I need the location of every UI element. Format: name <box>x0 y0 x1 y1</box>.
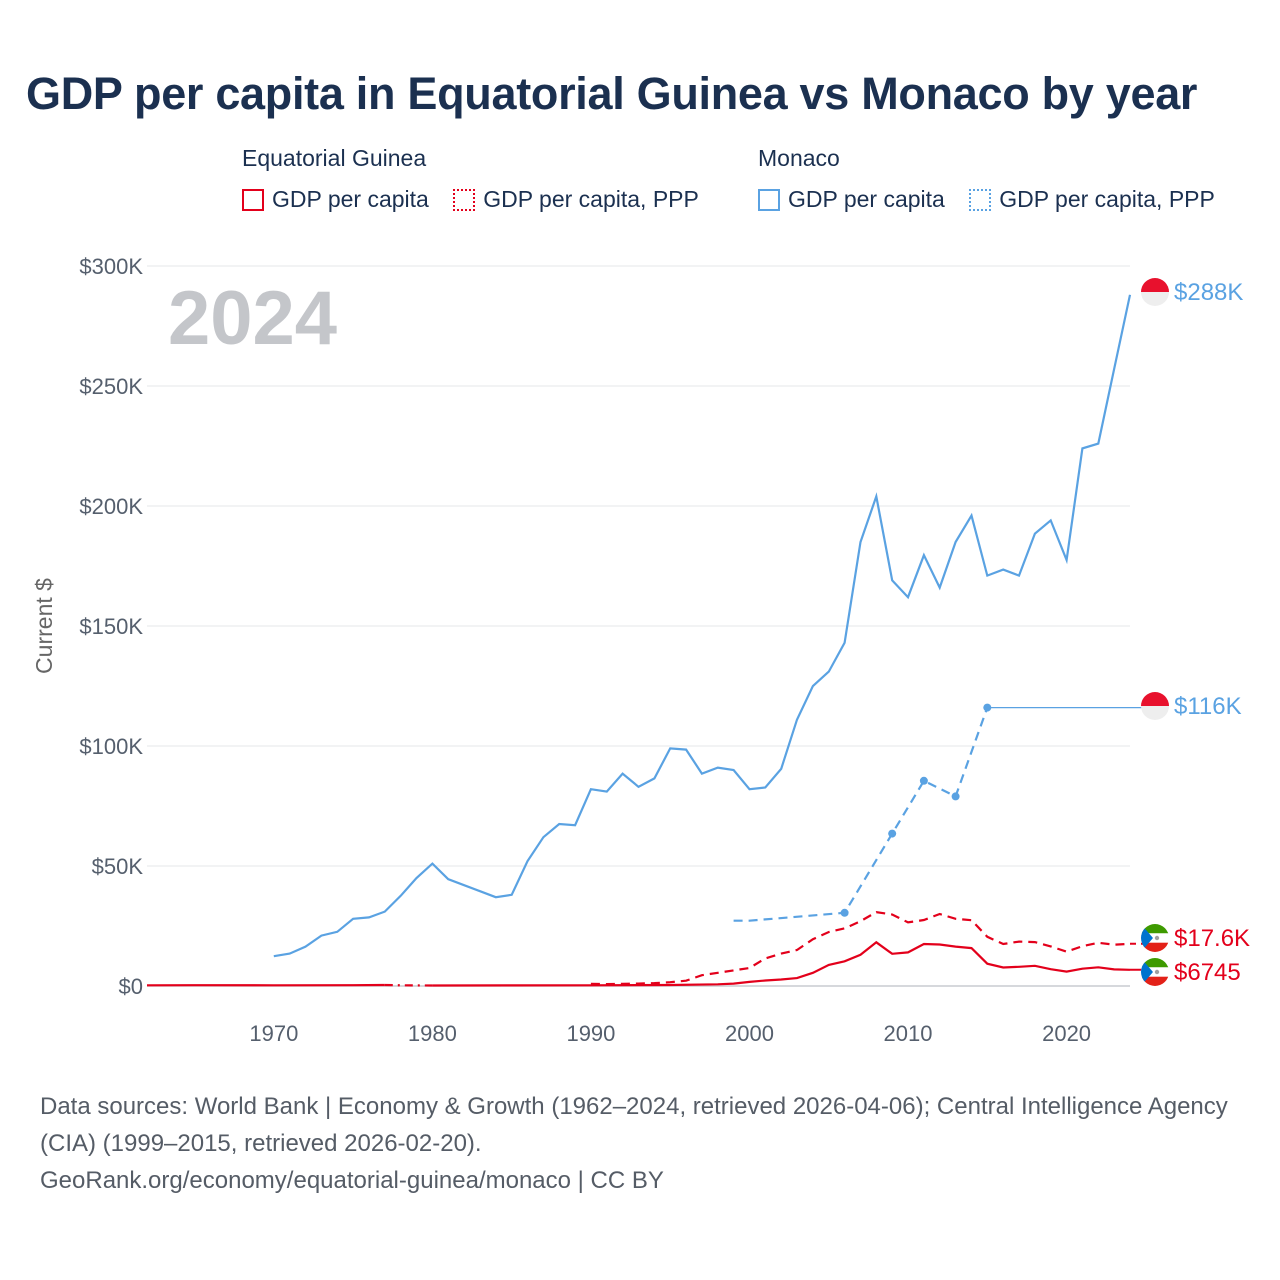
sources-link[interactable]: GeoRank.org/economy/equatorial-guinea/mo… <box>40 1167 664 1194</box>
legend-item-label: GDP per capita, PPP <box>999 186 1215 212</box>
end-labels: $288K $116K $17.6K $6745 <box>1141 278 1250 986</box>
legend-item-eq-gdp-ppp[interactable]: GDP per capita, PPP <box>453 186 699 213</box>
x-tick-label: 1980 <box>408 1021 457 1046</box>
data-point[interactable] <box>951 792 960 801</box>
legend-group-name: Equatorial Guinea <box>242 145 427 171</box>
y-axis-label: Current $ <box>31 578 57 674</box>
legend-item-label: GDP per capita <box>788 186 945 212</box>
equatorial-guinea-flag-icon <box>1141 958 1169 986</box>
y-tick-label: $0 <box>119 974 143 999</box>
sources-line: Data sources: World Bank | Economy & Gro… <box>40 1093 1228 1157</box>
y-tick-label: $200K <box>79 494 143 519</box>
legend-item-label: GDP per capita, PPP <box>483 186 699 212</box>
x-tick-label: 1970 <box>249 1021 298 1046</box>
x-axis-ticks: 1970 1980 1990 2000 2010 2020 <box>249 1021 1091 1046</box>
legend-swatch-dotted-icon <box>453 188 476 211</box>
y-tick-label: $300K <box>79 254 143 279</box>
grid <box>147 265 1130 987</box>
data-sources: Data sources: World Bank | Economy & Gro… <box>40 1088 1250 1199</box>
line-chart: $0 $50K $100K $150K $200K $250K $300K 1970 1980… <box>31 254 1250 1046</box>
legend-item-mc-gdp[interactable]: GDP per capita <box>758 186 945 213</box>
monaco-flag-icon <box>1141 278 1169 306</box>
x-tick-label: 2000 <box>725 1021 774 1046</box>
series-line[interactable] <box>273 294 1132 958</box>
end-value-label: $17.6K <box>1174 925 1250 952</box>
legend-item-eq-gdp[interactable]: GDP per capita <box>242 186 429 213</box>
equatorial-guinea-flag-icon <box>1141 924 1169 952</box>
y-tick-label: $250K <box>79 374 143 399</box>
series-gap-line[interactable] <box>384 983 433 987</box>
legend-group-name: Monaco <box>758 145 840 171</box>
legend-group-monaco: Monaco GDP per capita GDP per capita, PP… <box>758 145 1215 217</box>
end-value-label: $6745 <box>1174 959 1241 986</box>
legend-swatch-solid-icon <box>758 188 780 211</box>
legend-group-equatorial-guinea: Equatorial Guinea GDP per capita GDP per… <box>242 145 717 217</box>
end-value-label: $288K <box>1174 279 1243 306</box>
legend-swatch-dotted-icon <box>969 188 992 211</box>
series-monaco-gdp-per-capita-ppp <box>733 703 1152 922</box>
current-year-label: 2024 <box>168 276 337 361</box>
y-tick-label: $50K <box>92 854 144 879</box>
legend-item-label: GDP per capita <box>272 186 429 212</box>
y-tick-label: $150K <box>79 614 143 639</box>
series-group <box>146 294 1152 987</box>
series-line[interactable] <box>733 707 989 922</box>
x-tick-label: 2020 <box>1042 1021 1091 1046</box>
legend-swatch-solid-icon <box>242 188 264 211</box>
y-tick-label: $100K <box>79 734 143 759</box>
y-axis-ticks: $0 $50K $100K $150K $200K $250K $300K <box>79 254 143 999</box>
data-point[interactable] <box>840 908 849 917</box>
monaco-flag-icon <box>1141 692 1169 720</box>
x-tick-label: 1990 <box>566 1021 615 1046</box>
series-equatorial-guinea-gdp-per-capita <box>146 940 1150 987</box>
x-tick-label: 2010 <box>884 1021 933 1046</box>
legend-item-mc-gdp-ppp[interactable]: GDP per capita, PPP <box>969 186 1215 213</box>
series-monaco-gdp-per-capita <box>273 294 1132 958</box>
series-line[interactable] <box>590 910 1131 986</box>
data-point[interactable] <box>888 829 897 838</box>
data-point[interactable] <box>919 776 928 785</box>
series-line[interactable] <box>432 940 1131 987</box>
chart-title: GDP per capita in Equatorial Guinea vs M… <box>26 68 1198 119</box>
end-value-label: $116K <box>1174 693 1242 720</box>
